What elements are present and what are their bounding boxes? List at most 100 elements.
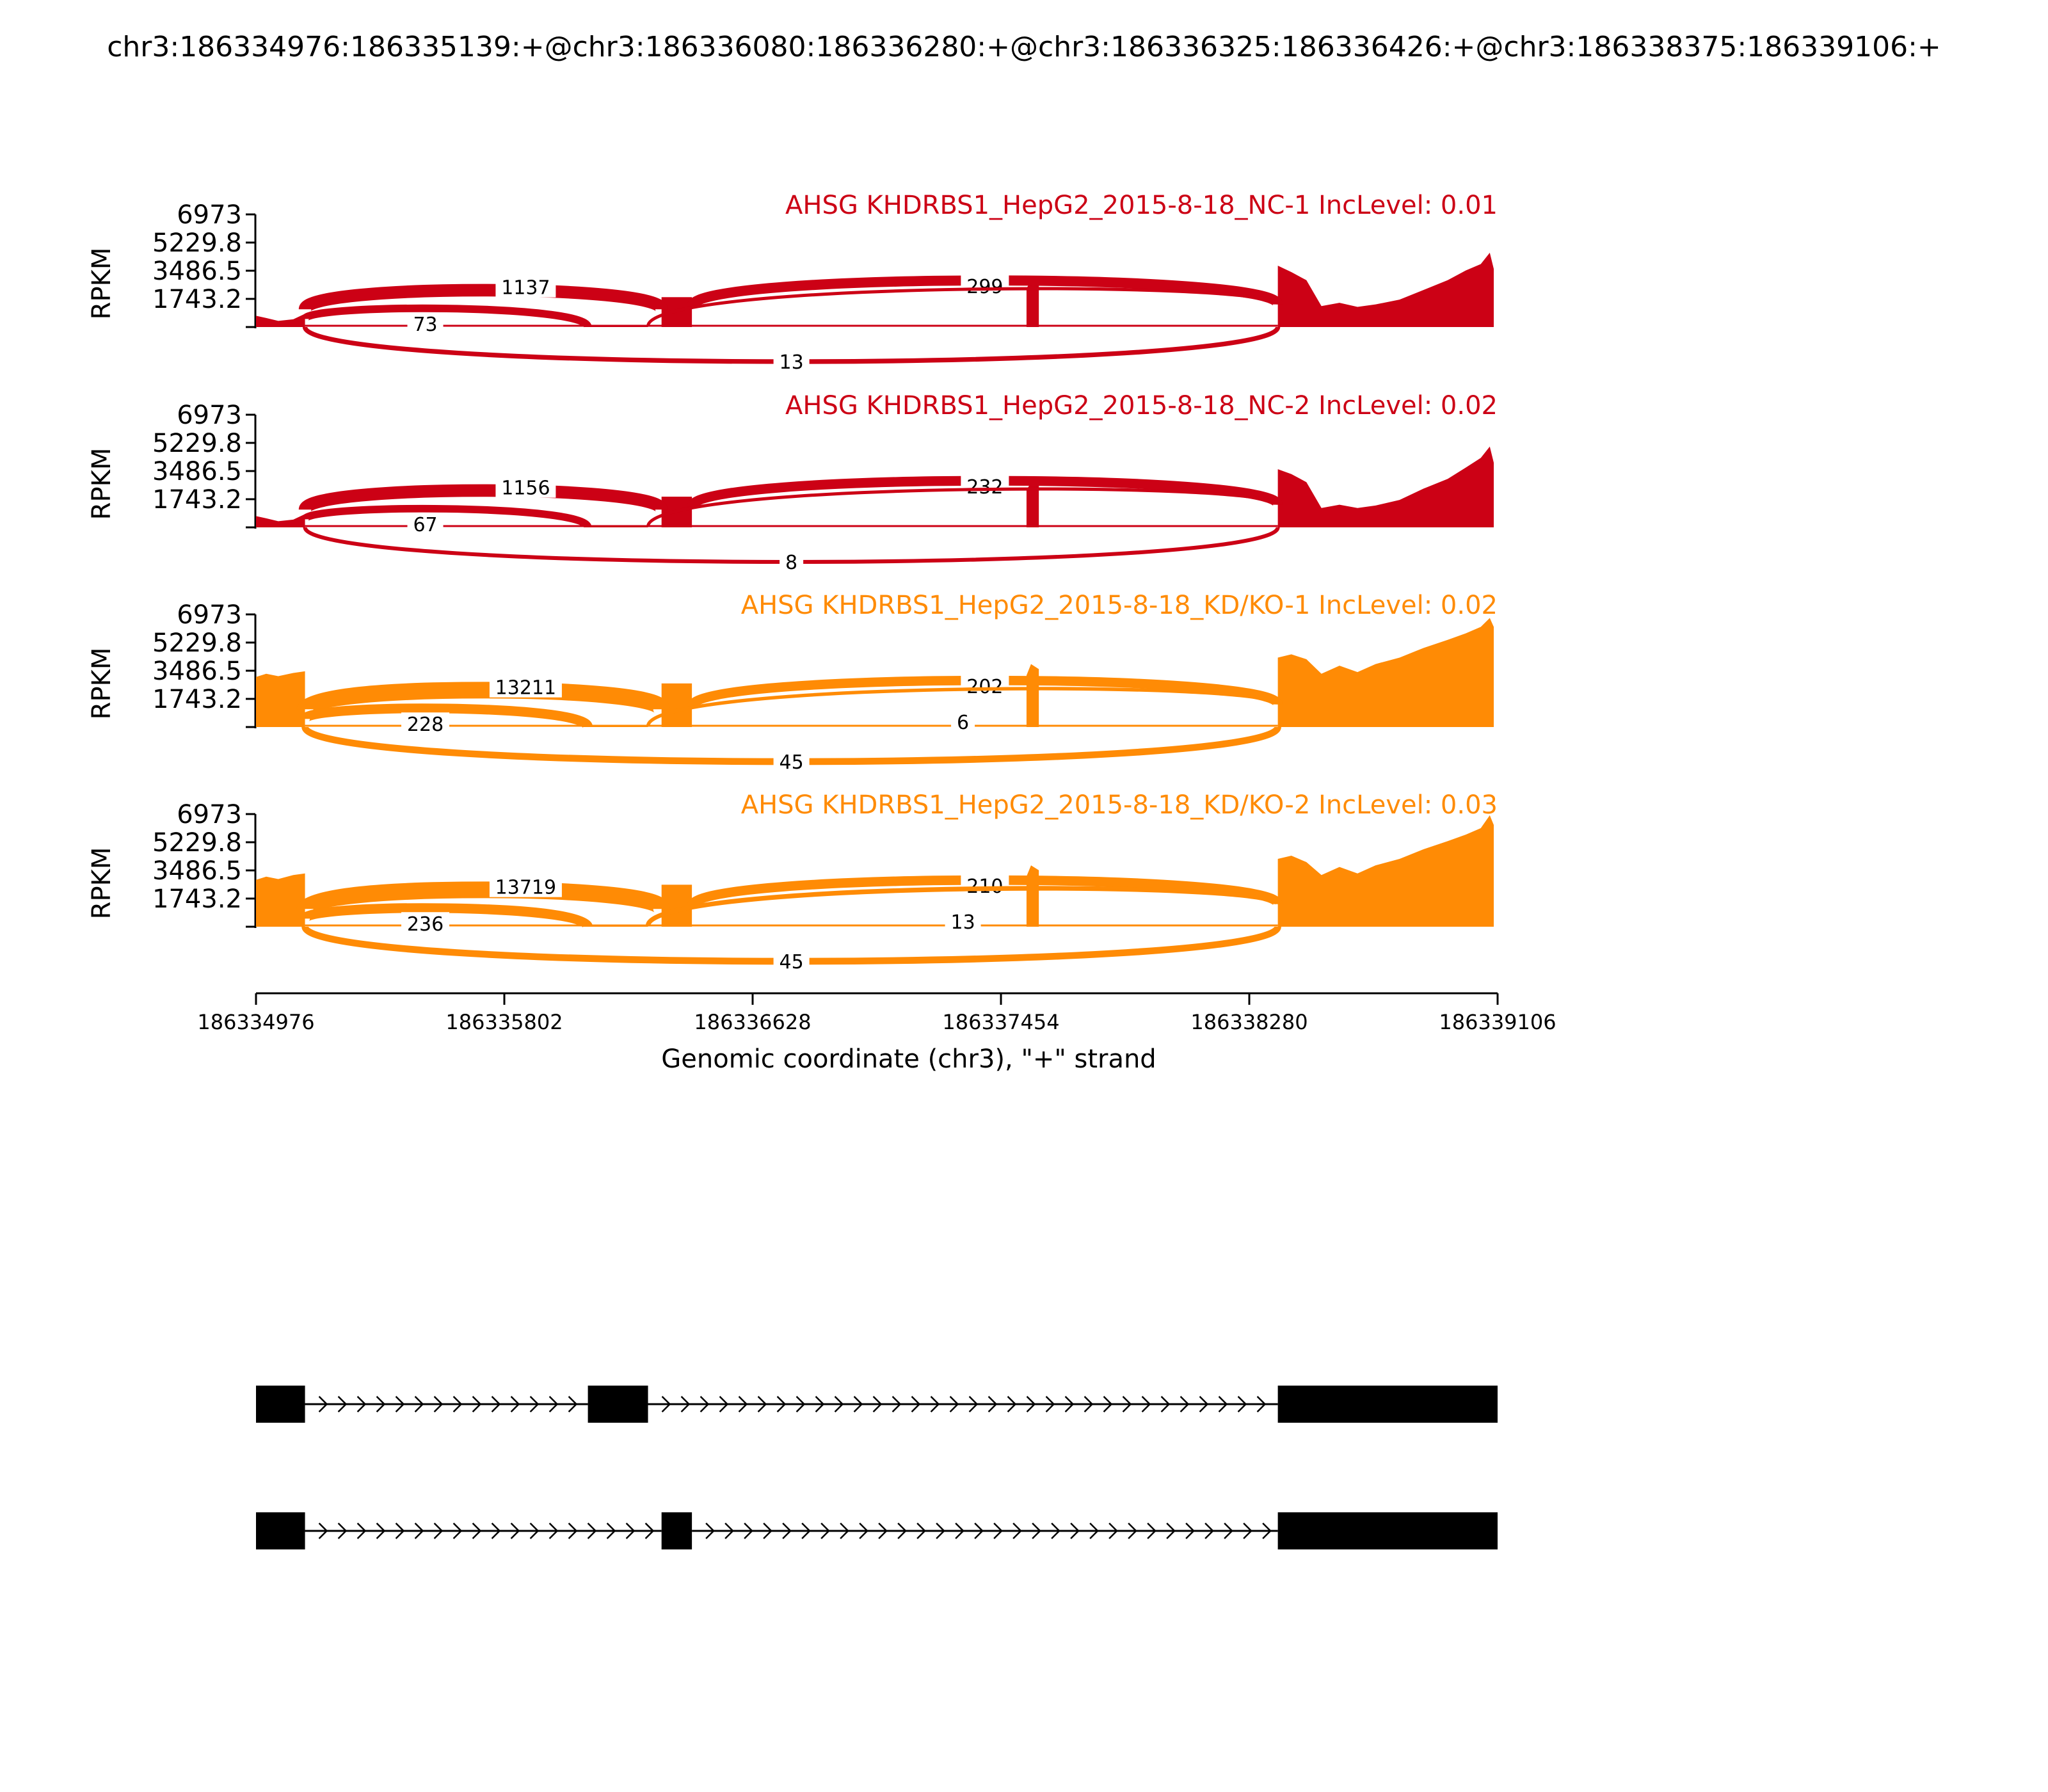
junction-count-label: 8 [785, 552, 797, 574]
exon-block [256, 1386, 305, 1423]
junction-count-label: 45 [780, 751, 804, 774]
strand-arrow-icon [376, 1523, 386, 1539]
junction-count-label: 13211 [495, 677, 556, 700]
strand-arrow-icon [916, 1523, 926, 1539]
junction-count-label: 232 [966, 476, 1003, 499]
exon-block [256, 1512, 305, 1549]
strand-arrow-icon [705, 1523, 715, 1539]
strand-arrow-icon [356, 1396, 367, 1412]
strand-arrow-icon [936, 1523, 945, 1539]
strand-arrow-icon [661, 1396, 671, 1412]
y-tick-label: 6973 [177, 401, 242, 430]
figure-title: chr3:186334976:186335139:+@chr3:18633608… [107, 31, 1941, 63]
strand-arrow-icon [757, 1396, 767, 1412]
x-axis: 186334976 186335802 186336628 186337454 1863… [197, 992, 1556, 1074]
isoform-track [256, 1512, 1498, 1549]
strand-arrow-icon [452, 1396, 463, 1412]
strand-arrow-icon [872, 1396, 883, 1412]
strand-arrow-icon [1012, 1523, 1022, 1539]
strand-arrow-icon [820, 1523, 830, 1539]
strand-arrow-icon [452, 1523, 463, 1539]
y-tick-label: 5229.8 [152, 828, 242, 858]
panel-title: AHSG KHDRBS1_HepG2_2015-8-18_NC-2 IncLev… [785, 391, 1498, 420]
strand-arrow-icon [840, 1523, 849, 1539]
strand-arrow-icon [796, 1396, 806, 1412]
strand-arrow-icon [974, 1523, 984, 1539]
junction-count-label: 67 [413, 514, 437, 536]
junction-arc [301, 304, 592, 329]
strand-arrow-icon [625, 1523, 636, 1539]
coverage-area [1026, 280, 1039, 327]
junction-label-bg [407, 312, 444, 335]
strand-arrow-icon [1237, 1396, 1247, 1412]
junction-label-bg [961, 674, 1009, 696]
strand-arrow-icon [834, 1396, 844, 1412]
junction-label-bg [961, 874, 1009, 896]
x-axis-label: Genomic coordinate (chr3), "+" strand [661, 1044, 1156, 1074]
strand-arrow-icon [433, 1396, 444, 1412]
strand-arrow-icon [892, 1396, 902, 1412]
strand-arrow-icon [859, 1523, 868, 1539]
strand-arrow-icon [897, 1523, 907, 1539]
y-tick-label: 3486.5 [152, 257, 242, 286]
junction-arc [300, 903, 593, 929]
coverage-area [256, 514, 305, 527]
y-tick-label: 3486.5 [152, 457, 242, 486]
isoform-tracks [256, 1386, 1498, 1549]
x-tick-label: 186336628 [694, 1010, 811, 1034]
strand-arrow-icon [782, 1523, 792, 1539]
y-axis-label: RPKM [87, 648, 116, 720]
coverage-area [1026, 664, 1039, 727]
x-tick-label: 186335802 [445, 1010, 563, 1034]
y-axis-label: RPKM [87, 248, 116, 320]
coverage-area [256, 671, 305, 727]
strand-arrow-icon [968, 1396, 979, 1412]
strand-arrow-icon [568, 1523, 578, 1539]
panel-title: AHSG KHDRBS1_HepG2_2015-8-18_KD/KO-1 Inc… [741, 591, 1498, 620]
strand-arrow-icon [1262, 1523, 1272, 1539]
strand-arrow-icon [1103, 1396, 1113, 1412]
y-axis-label: RPKM [87, 847, 116, 920]
strand-arrow-icon [1128, 1523, 1137, 1539]
strand-arrow-icon [1108, 1523, 1118, 1539]
y-tick-label: 5229.8 [152, 228, 242, 258]
strand-arrow-icon [1045, 1396, 1055, 1412]
exon-block [1277, 1386, 1498, 1423]
y-tick-label: 1743.2 [152, 685, 242, 714]
strand-arrow-icon [1064, 1396, 1075, 1412]
junction-arc [300, 703, 593, 730]
strand-arrow-icon [414, 1396, 424, 1412]
y-tick-label: 6973 [177, 200, 242, 230]
strand-arrow-icon [472, 1523, 482, 1539]
strand-arrow-icon [801, 1523, 811, 1539]
coverage-panel: AHSG KHDRBS1_HepG2_2015-8-18_NC-1 IncLev… [87, 191, 1498, 374]
strand-arrow-icon [414, 1523, 424, 1539]
panel-title: AHSG KHDRBS1_HepG2_2015-8-18_KD/KO-2 Inc… [741, 790, 1498, 820]
strand-arrow-icon [738, 1396, 748, 1412]
strand-arrow-icon [1218, 1396, 1228, 1412]
coverage-area [1277, 446, 1494, 527]
y-tick-label: 6973 [177, 600, 242, 630]
strand-arrow-icon [1160, 1396, 1171, 1412]
strand-arrow-icon [318, 1523, 328, 1539]
coverage-panels: AHSG KHDRBS1_HepG2_2015-8-18_NC-1 IncLev… [87, 191, 1498, 973]
coverage-area [256, 873, 305, 927]
junction-label-bg [407, 513, 444, 535]
strand-arrow-icon [988, 1396, 998, 1412]
coverage-panel: AHSG KHDRBS1_HepG2_2015-8-18_KD/KO-2 Inc… [87, 790, 1498, 973]
coverage-area [1277, 815, 1494, 927]
strand-arrow-icon [318, 1396, 328, 1412]
coverage-panel: AHSG KHDRBS1_HepG2_2015-8-18_KD/KO-1 Inc… [87, 591, 1498, 774]
y-tick-label: 6973 [177, 800, 242, 829]
strand-arrow-icon [724, 1523, 734, 1539]
junction-label-bg [961, 274, 1009, 296]
x-tick-label: 186339106 [1439, 1010, 1556, 1034]
strand-arrow-icon [510, 1396, 520, 1412]
junction-count-label: 299 [966, 276, 1003, 298]
strand-arrow-icon [1084, 1396, 1094, 1412]
junction-label-bg [489, 875, 562, 897]
junction-arc [296, 682, 670, 714]
strand-arrow-icon [853, 1396, 863, 1412]
x-tick-label: 186337454 [942, 1010, 1059, 1034]
junction-label-bg [495, 476, 556, 498]
